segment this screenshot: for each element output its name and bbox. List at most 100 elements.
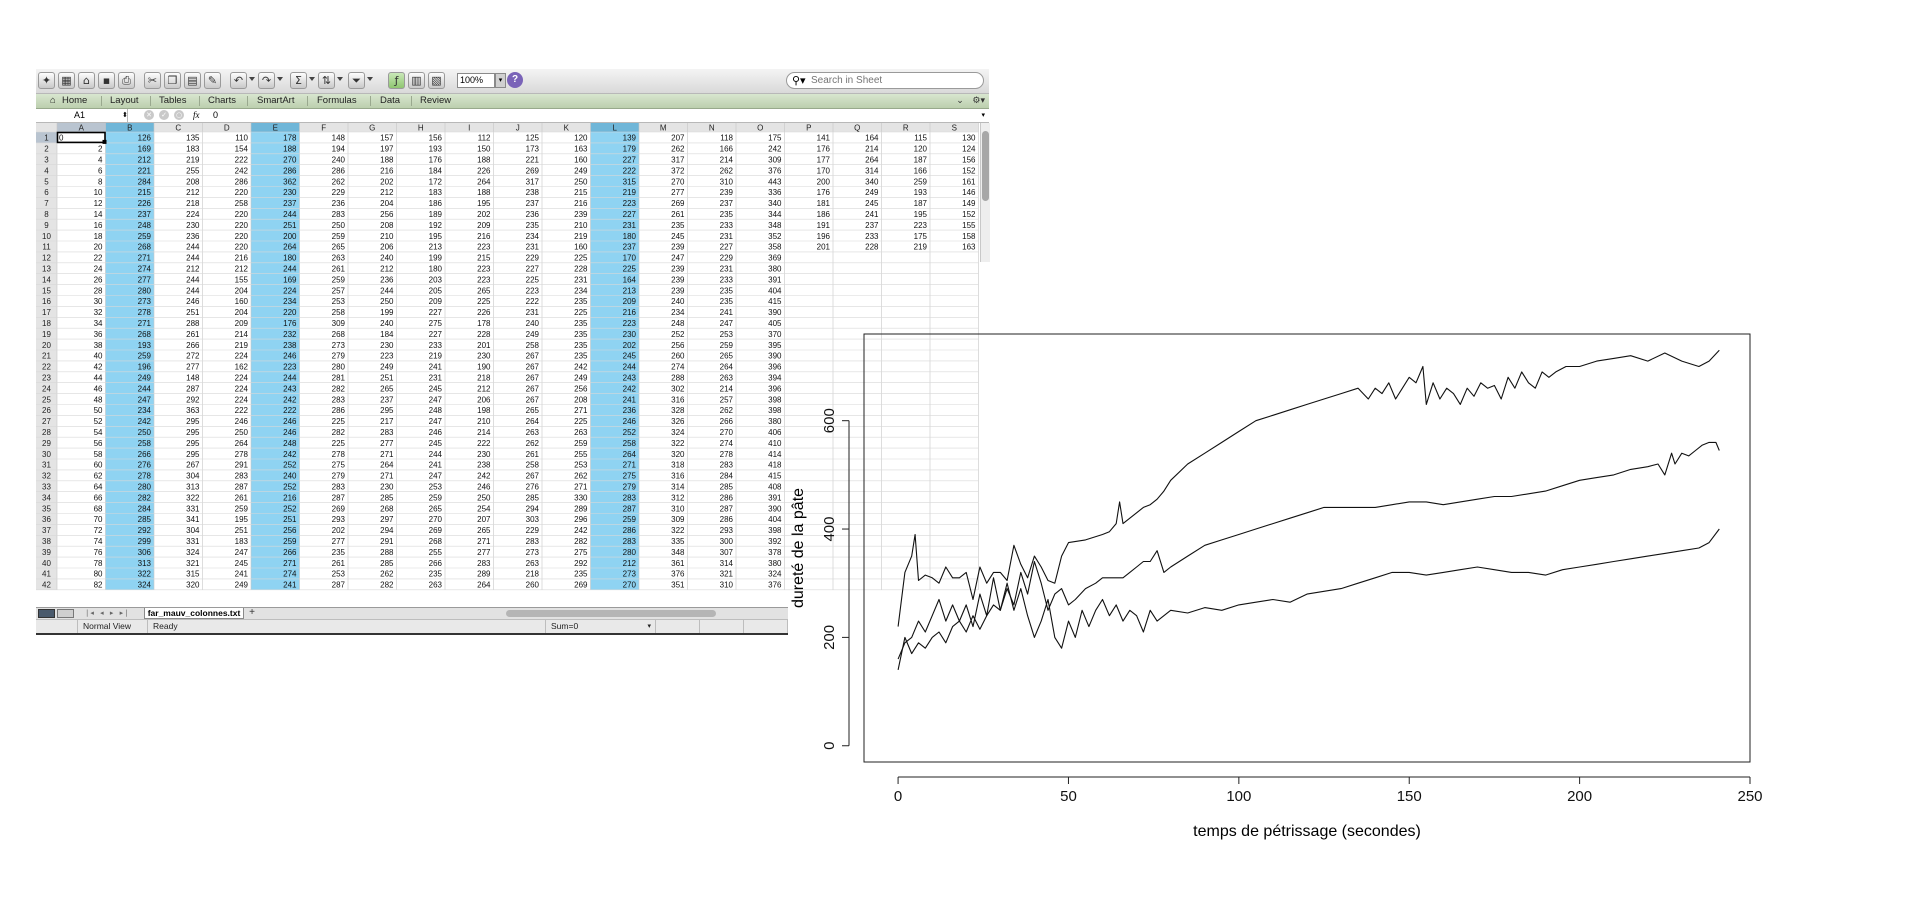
print-icon[interactable]: ⎙ bbox=[118, 72, 135, 89]
cell[interactable]: 264 bbox=[477, 581, 491, 590]
cell[interactable]: 251 bbox=[235, 526, 249, 535]
cell[interactable]: 208 bbox=[380, 221, 394, 230]
cell[interactable]: 269 bbox=[526, 166, 540, 175]
cell[interactable]: 390 bbox=[768, 308, 782, 317]
cell[interactable]: 209 bbox=[477, 221, 491, 230]
cell[interactable]: 261 bbox=[186, 330, 200, 339]
cell[interactable]: 246 bbox=[186, 297, 200, 306]
tab-formulas[interactable]: Formulas bbox=[317, 95, 357, 106]
cell[interactable]: 256 bbox=[283, 526, 297, 535]
cell[interactable]: 313 bbox=[186, 483, 200, 492]
cell[interactable]: 242 bbox=[574, 526, 588, 535]
cell[interactable]: 274 bbox=[283, 570, 297, 579]
column-header[interactable]: R bbox=[903, 124, 909, 133]
cell[interactable]: 287 bbox=[332, 493, 346, 502]
cell[interactable]: 285 bbox=[720, 483, 734, 492]
cell[interactable]: 215 bbox=[138, 188, 152, 197]
cell[interactable]: 256 bbox=[574, 384, 588, 393]
cell[interactable]: 264 bbox=[283, 243, 297, 252]
cell[interactable]: 52 bbox=[94, 417, 103, 426]
row-header[interactable]: 9 bbox=[44, 221, 49, 230]
cell[interactable]: 391 bbox=[768, 493, 782, 502]
cell[interactable]: 250 bbox=[235, 428, 249, 437]
cell[interactable]: 223 bbox=[477, 243, 491, 252]
cell[interactable]: 239 bbox=[671, 265, 685, 274]
cell[interactable]: 46 bbox=[94, 384, 103, 393]
cell[interactable]: 177 bbox=[817, 156, 831, 165]
cell[interactable]: 267 bbox=[526, 472, 540, 481]
cell[interactable]: 234 bbox=[283, 297, 297, 306]
row-header[interactable]: 4 bbox=[44, 166, 49, 175]
cell[interactable]: 284 bbox=[138, 177, 152, 186]
cell[interactable]: 149 bbox=[962, 199, 976, 208]
cell[interactable]: 230 bbox=[477, 450, 491, 459]
cell[interactable]: 24 bbox=[94, 265, 103, 274]
cell[interactable]: 237 bbox=[526, 199, 540, 208]
cell[interactable]: 233 bbox=[429, 341, 443, 350]
cell[interactable]: 152 bbox=[962, 166, 976, 175]
row-header[interactable]: 28 bbox=[42, 428, 51, 437]
cell[interactable]: 335 bbox=[671, 537, 685, 546]
cell[interactable]: 242 bbox=[574, 363, 588, 372]
cell[interactable]: 326 bbox=[671, 417, 685, 426]
cell[interactable]: 155 bbox=[962, 221, 976, 230]
cell[interactable]: 234 bbox=[526, 232, 540, 241]
new-workbook-icon[interactable]: ✦ bbox=[38, 72, 55, 89]
cell[interactable]: 340 bbox=[768, 199, 782, 208]
sort-icon[interactable]: ⇅ bbox=[318, 72, 335, 89]
cell[interactable]: 317 bbox=[671, 156, 685, 165]
row-header[interactable]: 40 bbox=[42, 559, 51, 568]
cell[interactable]: 227 bbox=[720, 243, 734, 252]
cell[interactable]: 266 bbox=[429, 559, 443, 568]
cell[interactable]: 152 bbox=[962, 210, 976, 219]
cell[interactable]: 295 bbox=[380, 406, 394, 415]
cell[interactable]: 4 bbox=[98, 156, 103, 165]
cell[interactable]: 164 bbox=[623, 275, 637, 284]
cell[interactable]: 267 bbox=[526, 352, 540, 361]
cell[interactable]: 115 bbox=[914, 134, 927, 143]
cell[interactable]: 230 bbox=[380, 483, 394, 492]
cell-grid[interactable]: A B C D E F G H I J K L M N O P Q R S1 0 126 135 110 178 148 157 1… bbox=[36, 123, 980, 607]
column-header[interactable]: C bbox=[175, 124, 181, 133]
cell[interactable]: 231 bbox=[720, 232, 734, 241]
media-icon[interactable]: ▧ bbox=[428, 72, 445, 89]
cell[interactable]: 213 bbox=[429, 243, 443, 252]
cell[interactable]: 14 bbox=[94, 210, 103, 219]
cell[interactable]: 259 bbox=[283, 537, 297, 546]
cell[interactable]: 294 bbox=[526, 504, 540, 513]
cell[interactable]: 265 bbox=[477, 286, 491, 295]
cell[interactable]: 292 bbox=[186, 395, 200, 404]
cell[interactable]: 20 bbox=[94, 243, 103, 252]
cell[interactable]: 220 bbox=[235, 188, 249, 197]
cell[interactable]: 247 bbox=[671, 254, 685, 263]
cell[interactable]: 245 bbox=[429, 384, 443, 393]
cell[interactable]: 310 bbox=[720, 177, 734, 186]
cell[interactable]: 336 bbox=[768, 188, 782, 197]
cell[interactable]: 240 bbox=[332, 156, 346, 165]
cell[interactable]: 285 bbox=[526, 493, 540, 502]
cell[interactable]: 309 bbox=[768, 156, 782, 165]
cell[interactable]: 295 bbox=[186, 417, 200, 426]
cell[interactable]: 283 bbox=[235, 472, 249, 481]
cell[interactable]: 249 bbox=[380, 363, 394, 372]
cell[interactable]: 218 bbox=[477, 374, 491, 383]
cell[interactable]: 394 bbox=[768, 374, 782, 383]
cell[interactable]: 235 bbox=[574, 319, 588, 328]
cell[interactable]: 195 bbox=[235, 515, 249, 524]
cell[interactable]: 265 bbox=[526, 406, 540, 415]
cell[interactable]: 408 bbox=[768, 483, 782, 492]
cell[interactable]: 66 bbox=[94, 493, 103, 502]
cell[interactable]: 186 bbox=[429, 199, 443, 208]
column-header[interactable]: O bbox=[757, 124, 763, 133]
cell[interactable]: 36 bbox=[94, 330, 103, 339]
cell[interactable]: 262 bbox=[720, 406, 734, 415]
cell[interactable]: 271 bbox=[477, 537, 491, 546]
collapse-ribbon-icon[interactable]: ⌄ bbox=[956, 96, 964, 106]
cell[interactable]: 235 bbox=[574, 297, 588, 306]
row-header[interactable]: 5 bbox=[44, 177, 49, 186]
cell[interactable]: 175 bbox=[914, 232, 928, 241]
cell[interactable]: 215 bbox=[574, 188, 588, 197]
cell[interactable]: 259 bbox=[623, 515, 637, 524]
cell[interactable]: 267 bbox=[526, 374, 540, 383]
cell[interactable]: 244 bbox=[283, 265, 297, 274]
